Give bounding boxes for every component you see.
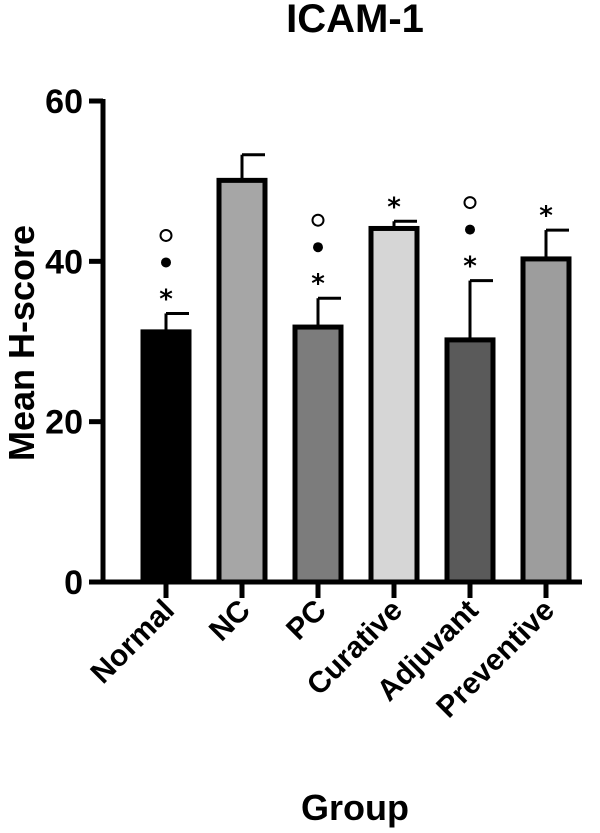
y-tick-label: 40 <box>45 243 83 281</box>
x-axis-label: Group <box>301 787 409 828</box>
y-tick-label: 20 <box>45 404 83 442</box>
bar-adjuvant <box>444 337 496 585</box>
x-tick-label: Normal <box>85 594 181 690</box>
bar-curative <box>368 225 420 585</box>
significance-dot-filled <box>313 242 323 253</box>
y-axis-label: Mean H-score <box>1 225 42 461</box>
significance-star: * <box>539 201 553 231</box>
bar-preventive <box>520 256 572 585</box>
chart-title: ICAM-1 <box>286 0 424 41</box>
x-tick-label: NC <box>203 594 257 648</box>
significance-star: * <box>463 252 477 282</box>
y-tick-label: 0 <box>64 564 83 602</box>
significance-dot-open <box>311 213 325 227</box>
significance-star: * <box>387 192 401 222</box>
y-tick-label: 60 <box>45 83 83 121</box>
significance-dot-filled <box>161 257 171 268</box>
significance-star: * <box>311 269 325 299</box>
bar-nc <box>216 177 268 585</box>
significance-dot-filled <box>465 224 475 235</box>
significance-dot-open <box>463 196 477 210</box>
significance-dot-open <box>159 228 173 242</box>
bar-pc <box>292 324 344 585</box>
x-tick-label: PC <box>280 594 333 647</box>
significance-star: * <box>159 284 173 314</box>
bar-normal <box>140 329 192 585</box>
